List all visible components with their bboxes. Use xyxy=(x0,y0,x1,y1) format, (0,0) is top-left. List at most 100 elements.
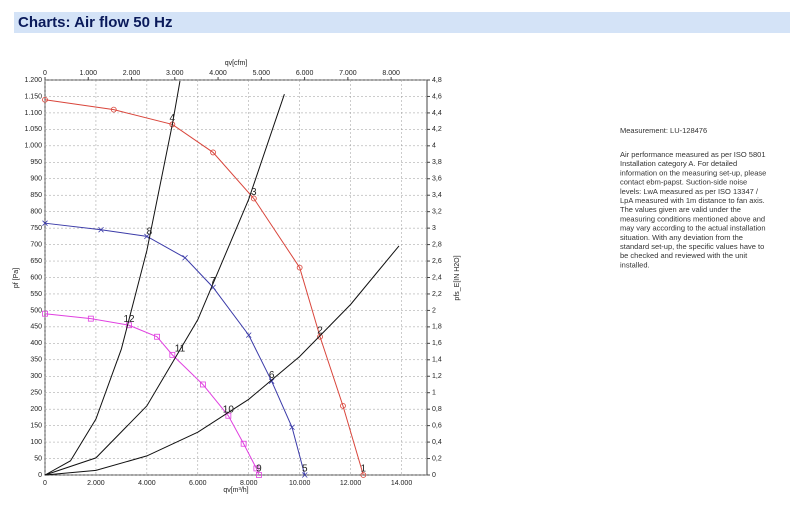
x2-tick-label: 2.000 xyxy=(123,70,141,77)
marker xyxy=(154,333,160,340)
marker xyxy=(296,264,303,271)
y2-tick-label: 1,6 xyxy=(432,340,442,347)
measurement: Measurement: LU-128476 xyxy=(620,126,707,135)
y2-tick-label: 1,8 xyxy=(432,324,442,331)
marker xyxy=(340,402,346,409)
y-tick-label: 1.050 xyxy=(24,126,42,133)
y2-tick-label: 3 xyxy=(432,225,436,232)
note-line: standard set-up, the specific values hav… xyxy=(620,242,764,251)
y-tick-label: 1.200 xyxy=(24,77,42,84)
point-label: 1 xyxy=(361,464,367,475)
y-tick-label: 450 xyxy=(30,324,42,331)
x2-tick-label: 7.000 xyxy=(339,70,357,77)
curve xyxy=(44,93,285,476)
marker xyxy=(98,226,104,233)
marker xyxy=(245,332,252,338)
note-line: Installation category A. For detailed xyxy=(620,159,737,168)
point-label: 10 xyxy=(223,404,235,415)
y-tick-label: 50 xyxy=(34,455,42,462)
y-tick-label: 950 xyxy=(30,159,42,166)
note-line: LpA measured with 1m distance to fan axi… xyxy=(620,196,765,205)
y-tick-label: 750 xyxy=(30,225,42,232)
y-tick-label: 700 xyxy=(30,241,42,248)
y2-tick-label: 4,4 xyxy=(432,110,442,117)
y-tick-label: 550 xyxy=(30,291,42,298)
marker xyxy=(199,381,206,388)
y-tick-label: 900 xyxy=(30,176,42,183)
marker xyxy=(317,333,323,340)
x-tick-label: 12.000 xyxy=(340,480,362,487)
y2-tick-label: 4,6 xyxy=(432,93,442,100)
note-line: may vary according to the actual install… xyxy=(620,224,766,233)
marker xyxy=(250,195,257,202)
curve xyxy=(44,245,400,476)
x-tick-label: 2.000 xyxy=(87,480,105,487)
y2-tick-label: 0,6 xyxy=(432,422,442,429)
marker xyxy=(225,412,232,419)
y2-tick-label: 1 xyxy=(432,390,436,397)
x2-tick-label: 3.000 xyxy=(166,70,184,77)
point-label: 5 xyxy=(302,464,308,475)
note-line: installed. xyxy=(620,260,650,269)
y2-tick-label: 3,8 xyxy=(432,159,442,166)
y2-tick-label: 1,2 xyxy=(432,373,442,380)
y-tick-label: 1.000 xyxy=(24,143,42,150)
x-tick-label: 6.000 xyxy=(189,480,207,487)
x-tick-label: 14.000 xyxy=(391,480,413,487)
y-tick-label: 350 xyxy=(30,357,42,364)
x2-tick-label: 5.000 xyxy=(253,70,271,77)
y-tick-label: 800 xyxy=(30,209,42,216)
note-line: situation. With any deviation from the xyxy=(620,233,743,242)
y-tick-label: 100 xyxy=(30,439,42,446)
note-line: be checked and reviewed with the unit xyxy=(620,251,748,260)
curve xyxy=(44,99,364,476)
y2-tick-label: 4 xyxy=(432,143,436,150)
note-line: Air performance measured as per ISO 5801 xyxy=(620,150,766,159)
y-tick-label: 250 xyxy=(30,390,42,397)
y-tick-label: 1.150 xyxy=(24,93,42,100)
x2-tick-label: 4.000 xyxy=(209,70,227,77)
y-tick-label: 0 xyxy=(38,472,42,479)
y-tick-label: 500 xyxy=(30,307,42,314)
point-label: 7 xyxy=(210,276,216,287)
x-axis-label: qv[m³/h] xyxy=(223,487,248,494)
note-line: The values given are valid under the xyxy=(620,205,741,214)
y-tick-label: 850 xyxy=(30,192,42,199)
marker xyxy=(144,233,150,240)
marker xyxy=(289,424,295,431)
marker xyxy=(360,472,367,478)
y-tick-label: 1.100 xyxy=(24,110,42,117)
y2-tick-label: 3,4 xyxy=(432,192,442,199)
y2-tick-label: 4,2 xyxy=(432,126,442,133)
curve xyxy=(44,80,181,476)
marker xyxy=(87,315,94,322)
y2-tick-label: 3,2 xyxy=(432,209,442,216)
x-tick-label: 0 xyxy=(43,480,47,487)
x-tick-label: 8.000 xyxy=(240,480,258,487)
note-line: measuring conditions mentioned above and xyxy=(620,214,765,223)
y2-tick-label: 2,2 xyxy=(432,291,442,298)
y2-tick-label: 4,8 xyxy=(432,77,442,84)
point-label: 11 xyxy=(175,343,186,354)
y-tick-label: 600 xyxy=(30,274,42,281)
point-label: 3 xyxy=(251,187,257,198)
y2-tick-label: 2,4 xyxy=(432,274,442,281)
marker xyxy=(182,254,188,261)
marker xyxy=(42,96,48,103)
header-title: Charts: Air flow 50 Hz xyxy=(18,14,172,31)
x-tick-label: 10.000 xyxy=(289,480,311,487)
curve xyxy=(44,313,260,476)
y2-tick-label: 2 xyxy=(432,307,436,314)
point-label: 4 xyxy=(170,113,176,124)
marker xyxy=(268,378,275,384)
y2-axis-label: pfs_E[IN H2O] xyxy=(454,255,461,300)
note-line: contact ebm-papst. Suction-side noise xyxy=(620,178,747,187)
y-tick-label: 300 xyxy=(30,373,42,380)
x-tick-label: 4.000 xyxy=(138,480,156,487)
x2-tick-label: 1.000 xyxy=(80,70,98,77)
point-label: 12 xyxy=(123,314,135,325)
marker xyxy=(253,465,260,472)
y2-tick-label: 2,6 xyxy=(432,258,442,265)
